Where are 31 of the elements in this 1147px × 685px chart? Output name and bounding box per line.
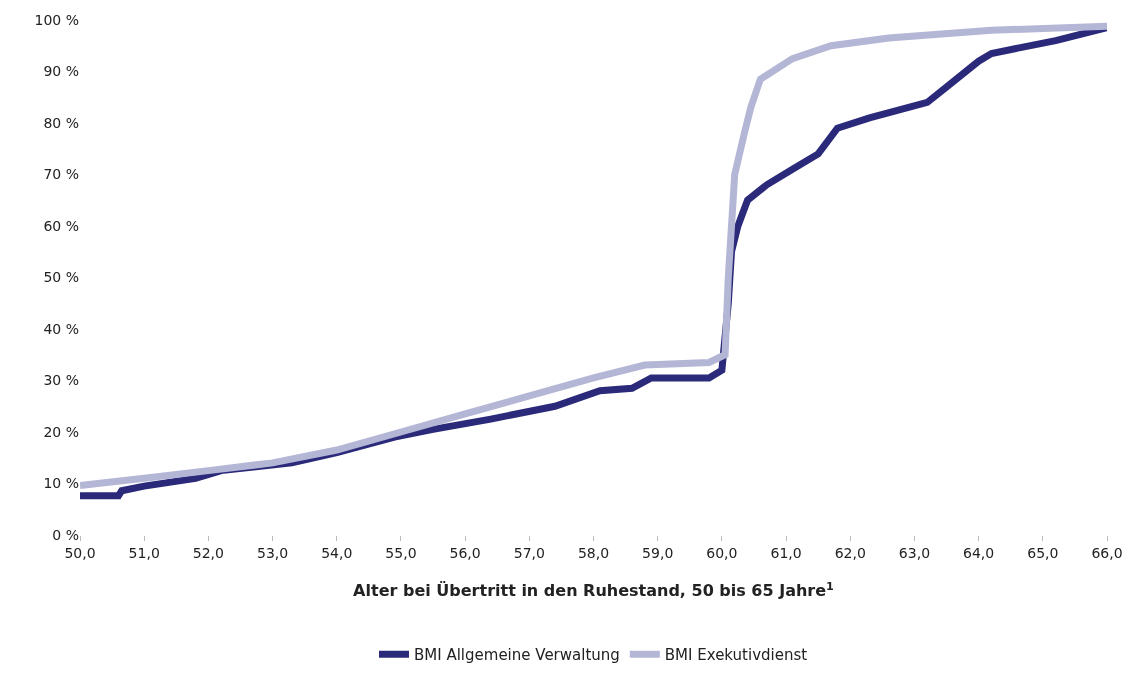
x-tick-label: 53,0 <box>256 544 289 561</box>
x-tick-label: 56,0 <box>449 544 481 561</box>
y-tick-label: 0 % <box>52 526 79 543</box>
y-tick-label: 20 % <box>43 423 79 440</box>
x-tick-label: 65,0 <box>1027 544 1059 561</box>
x-tick-label: 60,0 <box>706 544 738 561</box>
y-tick-label: 40 % <box>43 320 79 337</box>
x-tick-label: 61,0 <box>770 544 802 561</box>
x-tick-label: 54,0 <box>321 544 353 561</box>
x-tick-label: 57,0 <box>513 544 545 561</box>
y-tick-label: 70 % <box>43 166 79 183</box>
y-tick-label: 10 % <box>43 475 79 492</box>
y-tick-label: 100 % <box>34 11 79 28</box>
y-tick-label: 60 % <box>43 217 79 234</box>
legend-label: BMI Exekutivdienst <box>664 646 808 665</box>
x-tick-label: 55,0 <box>385 544 417 561</box>
x-tick-label: 63,0 <box>898 544 931 561</box>
x-tick-label: 62,0 <box>834 544 866 561</box>
x-tick-label: 50,0 <box>64 544 96 561</box>
x-axis-title: Alter bei Übertritt in den Ruhestand, 50 bis 65 Jahre$^{1}$ <box>353 579 835 601</box>
x-tick-label: 51,0 <box>128 544 160 561</box>
x-tick-label: 64,0 <box>963 544 995 561</box>
x-tick-label: 66,0 <box>1091 544 1123 561</box>
y-tick-label: 80 % <box>43 114 79 131</box>
legend-label: BMI Allgemeine Verwaltung <box>414 646 620 665</box>
x-tick-label: 58,0 <box>577 544 610 561</box>
y-tick-label: 90 % <box>43 63 79 80</box>
y-tick-label: 30 % <box>43 372 79 389</box>
x-tick-label: 52,0 <box>192 544 224 561</box>
x-tick-label: 59,0 <box>642 544 674 561</box>
y-tick-label: 50 % <box>43 269 79 286</box>
